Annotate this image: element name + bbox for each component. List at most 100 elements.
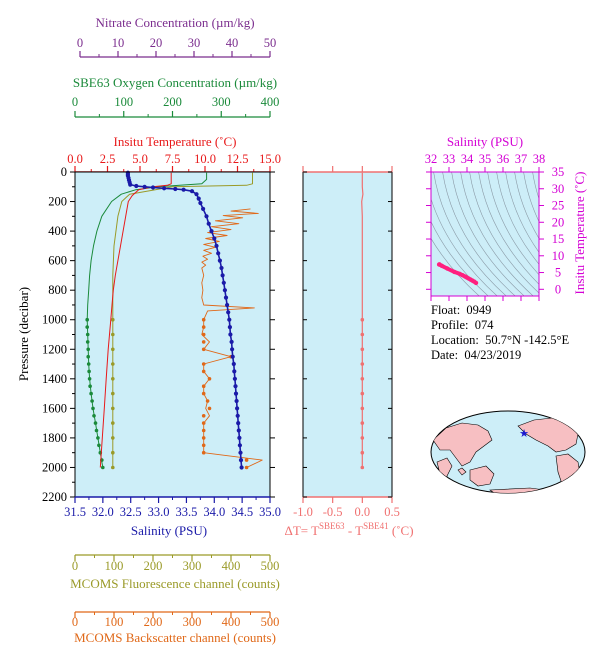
salinity-point [189,189,195,194]
backscatter-tick-label: 100 [105,615,124,629]
salinity-point [236,428,241,433]
delta-t-point [360,450,365,455]
ts-point [445,266,450,271]
salinity-tick-label: 35.0 [259,505,281,519]
ts-temperature-tick-label: 20 [552,215,565,229]
salinity-point [233,391,239,396]
ts-salinity-tick-labels: 32 33 34 35 36 37 38 [425,152,546,301]
nitrate-tick-label: 20 [150,36,163,50]
delta-t-tick-label: -0.5 [323,505,343,519]
salinity-point [230,347,235,352]
ts-density-contour [431,220,489,296]
location-label: Location: [431,333,479,347]
delta-t-series-line [361,172,364,468]
float-value: 0949 [466,303,492,317]
pressure-tick-label: 0 [61,165,67,179]
salinity-point [194,192,199,197]
ts-temperature-tick-label: 30 [552,182,565,196]
fluorescence-point [111,465,115,470]
main-plot-background [75,172,270,497]
temperature-tick-label: 7.5 [165,152,181,166]
salinity-point [209,229,214,234]
backscatter-point [207,377,212,381]
fluorescence-tick-label: 200 [144,559,163,573]
ts-temperature-tick-label: 10 [552,249,565,263]
delta-t-tick-label: -1.0 [293,505,313,519]
backscatter-point [201,362,206,366]
oxygen-tick-label: 400 [261,95,280,109]
backscatter-point [205,399,210,403]
backscatter-axis: 0 100 200 300 400 500 MCOMS Backscatter chann… [72,611,279,645]
fluorescence-point [111,421,115,425]
salinity-point [214,243,219,248]
temperature-tick-label: 2.5 [100,152,116,166]
salinity-point [238,458,244,463]
ts-temperature-tick-label: 15 [552,232,565,246]
float-location-star-icon: ★ [519,428,529,440]
salinity-point [238,450,243,455]
pressure-tick-label: 800 [48,283,67,297]
salinity-tick-label: 32.0 [92,505,114,519]
temperature-tick-label: 15.0 [259,152,281,166]
salinity-point [239,465,244,470]
nitrate-axis-title: Nitrate Concentration (µm/kg) [95,15,254,30]
ts-temperature-tick-labels: 0 5 10 15 20 25 30 35 [426,165,564,296]
delta-t-axis-label: ΔT= TSBE63 - TSBE41 (˚C) [284,521,413,538]
temperature-axis: Insitu Temperature (˚C) 0.0 2.5 5.0 7.5 10.0… [67,134,281,173]
backscatter-point [201,391,206,396]
location-info-line: Location: 50.7°N -142.5°E [431,333,569,349]
oxygen-tick-label: 300 [212,95,231,109]
location-value: 50.7°N -142.5°E [485,333,570,347]
backscatter-point [201,369,206,374]
ts-density-contour [451,172,525,296]
oxygen-point [89,391,93,396]
oxygen-tick-label: 200 [163,95,182,109]
salinity-point [225,302,230,308]
ts-density-contour [487,172,539,276]
salinity-point [222,288,227,293]
ts-salinity-axis-title: Salinity (PSU) [447,134,523,149]
oxygen-point [91,406,95,411]
asia-landmass [432,422,493,467]
ts-salinity-tick-label: 32 [425,152,438,166]
salinity-point [162,186,167,191]
ts-salinity-tick-label: 38 [533,152,546,166]
profile-info-line: Profile: 074 [431,318,494,334]
salinity-tick-label: 34.5 [231,505,253,519]
backscatter-point [207,406,212,411]
salinity-point [220,273,225,278]
nitrate-tick-label: 10 [112,36,125,50]
delta-t-point [360,377,365,381]
oxygen-point [87,369,91,374]
salinity-point [237,443,242,448]
backscatter-tick-label: 300 [183,615,202,629]
temperature-tick-label: 12.5 [227,152,249,166]
temperature-tick-label: 5.0 [132,152,148,166]
australia-landmass [469,465,495,487]
date-label: Date: [431,348,459,362]
delta-t-point [360,332,365,337]
salinity-point [233,384,238,389]
salinity-point [235,413,240,418]
backscatter-point [201,421,206,425]
ts-salinity-tick-label: 36 [497,152,510,166]
ts-salinity-tick-label: 35 [479,152,492,166]
temperature-axis-title: Insitu Temperature (˚C) [113,134,236,149]
oxygen-point [88,384,92,389]
salinity-point [232,369,237,374]
fluorescence-axis-title: MCOMS Fluorescence channel (counts) [70,576,280,591]
salinity-tick-label: 32.5 [120,505,142,519]
ts-temperature-tick-label: 0 [555,282,561,296]
salinity-point [231,361,236,367]
ts-salinity-tick-label: 37 [515,152,528,166]
backscatter-point [244,465,249,470]
oxygen-point [85,340,90,344]
ts-density-contour [469,172,539,294]
delta-t-point [360,347,365,352]
ts-salinity-tick-label: 34 [461,152,474,166]
backscatter-point [201,384,206,389]
delta-t-label-sup2: SBE41 [363,521,389,531]
salinity-point [201,206,206,211]
fluorescence-tick-label: 400 [222,559,241,573]
ts-point [439,263,444,268]
